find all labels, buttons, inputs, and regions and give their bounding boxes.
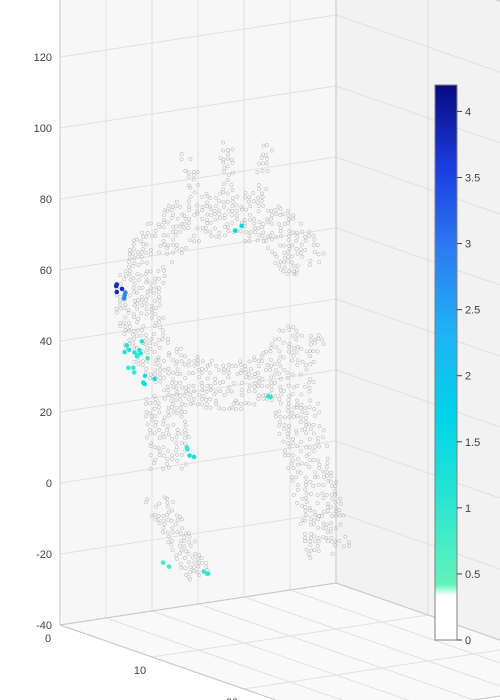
scatter-marker-colored [185, 447, 190, 452]
colorbar-tick-label: 0 [465, 635, 471, 647]
z-tick-label: 60 [40, 265, 52, 277]
colorbar-tick-label: 1 [465, 503, 471, 515]
z-tick-label: 20 [40, 407, 52, 419]
scatter-marker-colored [122, 293, 127, 298]
scatter-marker-colored [141, 380, 146, 385]
scatter-marker-colored [206, 571, 211, 576]
x-tick-label: 10 [134, 665, 146, 677]
z-tick-label: -40 [36, 620, 52, 632]
scatter-marker-colored [201, 569, 206, 574]
scatter-marker-colored [122, 350, 127, 355]
scatter-marker-colored [131, 365, 136, 370]
scatter-marker-colored [136, 353, 141, 358]
z-tick-label: 100 [34, 123, 52, 135]
colorbar-tick-label: 3.5 [465, 173, 480, 185]
scatter-marker-colored [124, 343, 129, 348]
scatter-marker-colored [120, 287, 125, 292]
colorbar-tick-label: 1.5 [465, 437, 480, 449]
scatter-marker-colored [132, 370, 137, 375]
scatter-marker-colored [152, 377, 157, 382]
colorbar-tick-label: 3 [465, 239, 471, 251]
scatter-marker-colored [126, 366, 131, 371]
scatter-marker-colored [115, 282, 120, 287]
x-tick-label: 0 [45, 633, 51, 645]
z-tick-label: 40 [40, 336, 52, 348]
colorbar-gradient [435, 85, 457, 640]
scatter-marker-colored [187, 453, 192, 458]
scatter3d-plot: -40-200204060801001201400102030405060708… [0, 0, 500, 700]
z-tick-label: 80 [40, 194, 52, 206]
colorbar-tick-label: 2 [465, 371, 471, 383]
scatter-marker-colored [167, 564, 172, 569]
axes-cube [60, 0, 500, 700]
scatter-marker-colored [145, 356, 150, 361]
scatter-marker-colored [127, 348, 132, 353]
colorbar-tick-label: 2.5 [465, 305, 480, 317]
scatter-marker-colored [233, 228, 238, 233]
scatter-marker-colored [192, 455, 197, 460]
z-tick-label: -20 [36, 549, 52, 561]
scatter-marker-colored [115, 290, 120, 295]
z-tick-label: 0 [46, 478, 52, 490]
z-tick-label: 120 [34, 52, 52, 64]
colorbar-tick-label: 0.5 [465, 569, 480, 581]
scatter-marker-colored [140, 339, 145, 344]
scatter-marker-colored [161, 560, 166, 565]
scatter-marker-colored [143, 374, 148, 379]
colorbar-tick-label: 4 [465, 106, 471, 118]
scatter-marker-colored [239, 224, 244, 229]
scatter-marker-colored [266, 394, 271, 399]
